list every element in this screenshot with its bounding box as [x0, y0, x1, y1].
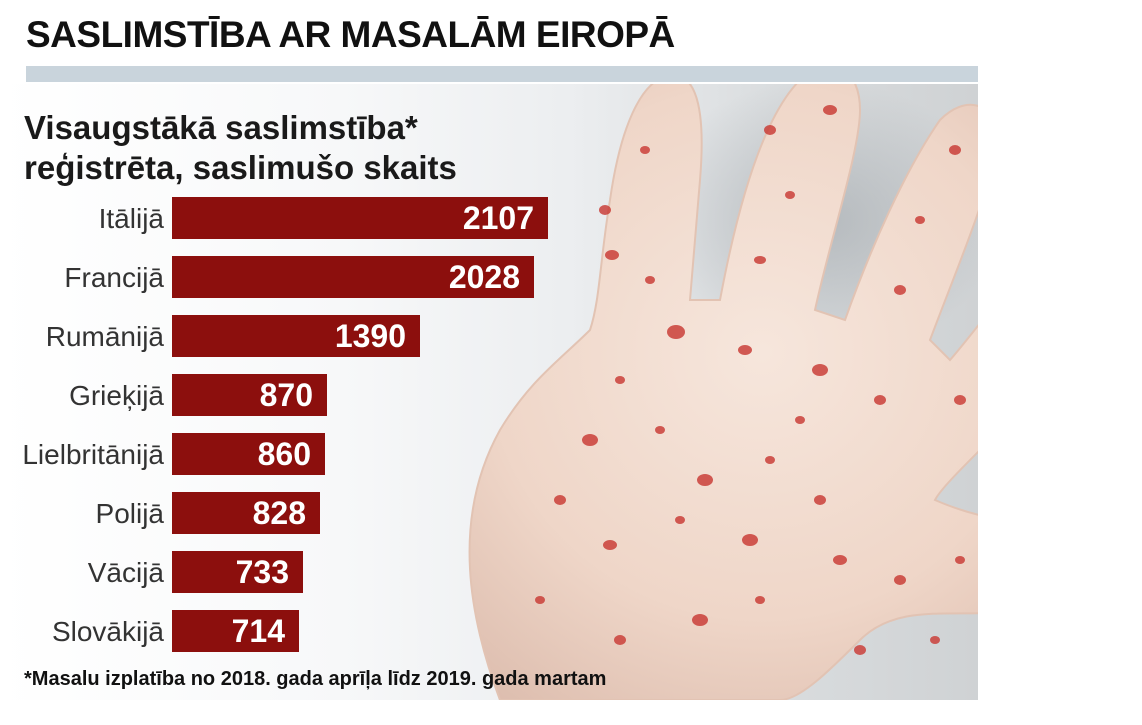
bar	[172, 610, 299, 652]
bar-value-label: 860	[258, 436, 311, 472]
chart-panel	[0, 84, 978, 700]
bar	[172, 433, 325, 475]
bar-value-label: 714	[232, 613, 286, 649]
headline-rule	[26, 66, 978, 82]
bar-value-label: 870	[260, 377, 313, 413]
chart-subtitle: Visaugstākā saslimstība* reģistrēta, sas…	[24, 108, 584, 188]
category-label: Vācijā	[88, 557, 165, 588]
category-label: Slovākijā	[52, 616, 164, 647]
measles-rash-hand-photo	[468, 84, 978, 700]
bar-value-label: 2028	[449, 259, 520, 295]
bar-value-label: 733	[236, 554, 289, 590]
bar-value-label: 828	[253, 495, 306, 531]
bar	[172, 551, 303, 593]
category-label: Francijā	[64, 262, 164, 293]
bar-value-label: 1390	[335, 318, 406, 354]
category-label: Grieķijā	[69, 380, 164, 411]
category-label: Rumānijā	[46, 321, 165, 352]
bar-value-label: 2107	[463, 200, 534, 236]
bar	[172, 256, 534, 298]
bar	[172, 492, 320, 534]
bar	[172, 374, 327, 416]
category-label: Polijā	[96, 498, 165, 529]
bar	[172, 197, 548, 239]
category-label: Lielbritānijā	[22, 439, 164, 470]
chart-subtitle-line-1: Visaugstākā saslimstība*	[24, 109, 418, 146]
chart-subtitle-line-2: reģistrēta, saslimušo skaits	[24, 149, 457, 186]
footnote: *Masalu izplatība no 2018. gada aprīļa l…	[24, 668, 607, 690]
headline: SASLIMSTĪBA AR MASALĀM EIROPĀ	[26, 14, 675, 55]
bars-layer: Itālijā 2107 Francijā 2028 Rumānijā 1390 Grieķ…	[22, 197, 548, 652]
category-label: Itālijā	[99, 203, 165, 234]
bar	[172, 315, 420, 357]
